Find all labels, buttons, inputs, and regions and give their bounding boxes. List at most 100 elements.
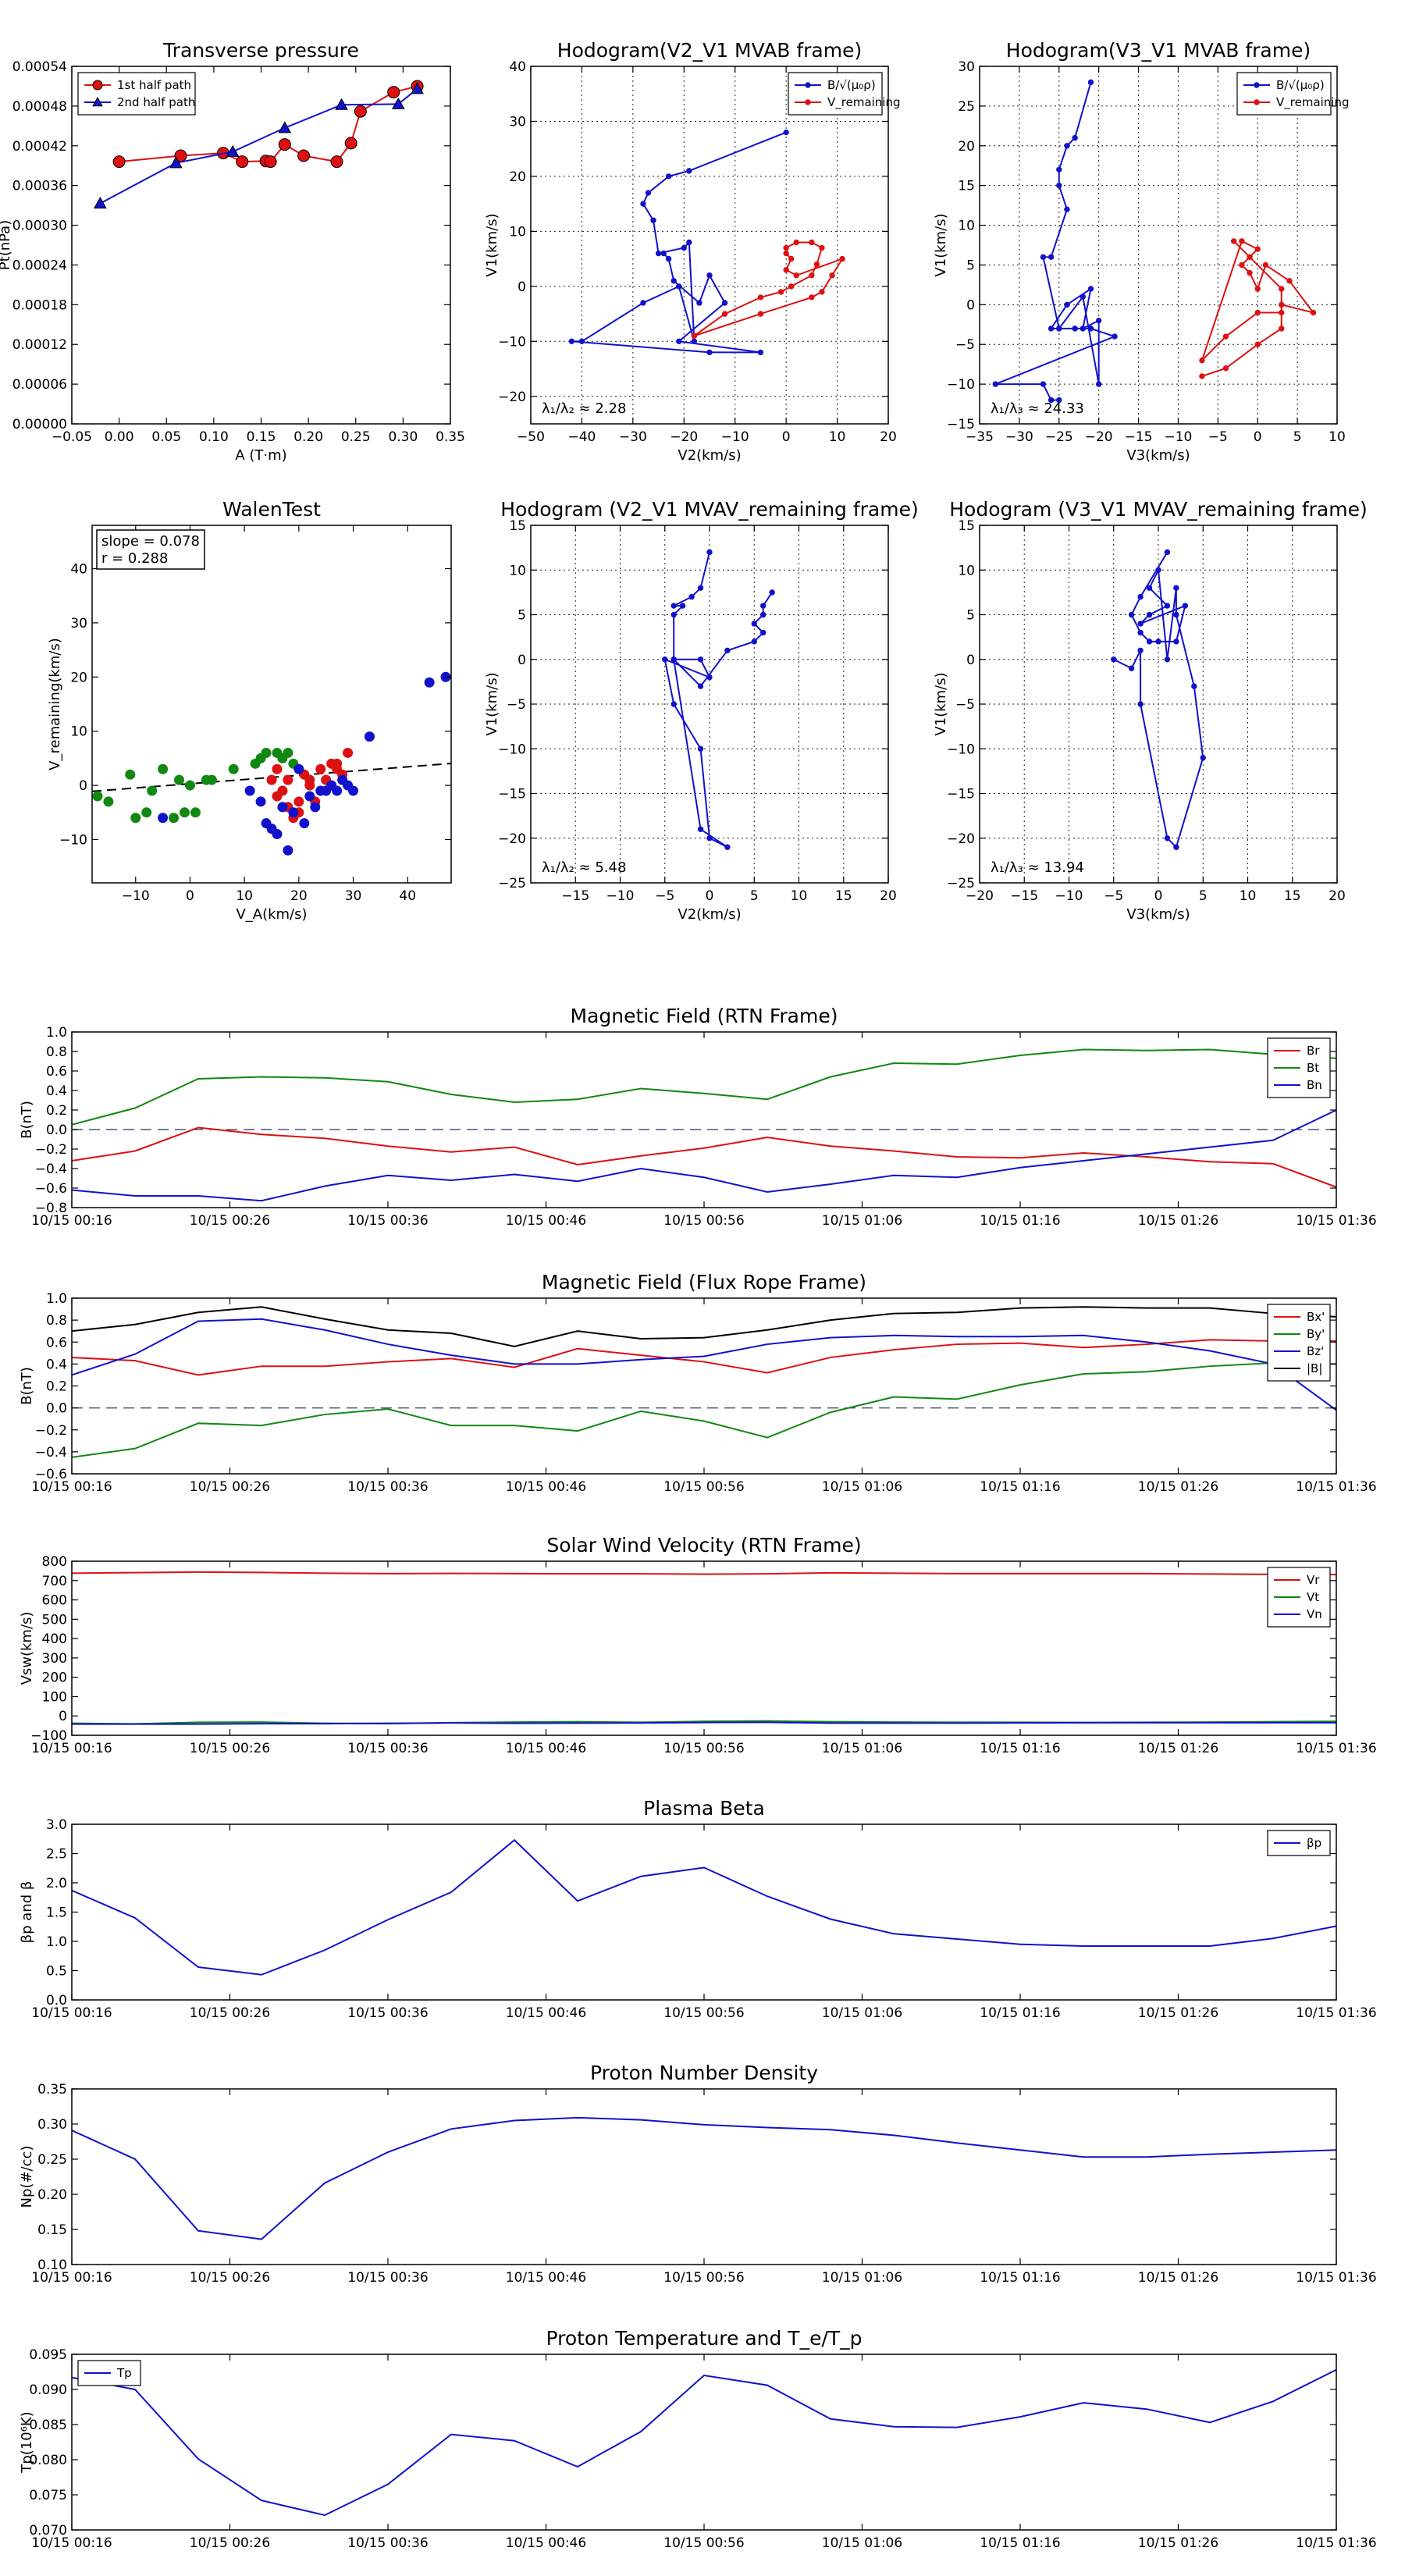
data-point [424, 677, 435, 688]
data-point [1310, 309, 1317, 316]
legend-label: 2nd half path [117, 95, 195, 109]
data-point [411, 82, 424, 94]
x-tick-label: 10/15 01:16 [980, 1479, 1060, 1495]
x-tick-label: −5 [1208, 429, 1228, 445]
data-point [1173, 585, 1179, 591]
x-tick-label: 10/15 00:36 [347, 1213, 428, 1229]
y-tick-label: 15 [509, 518, 526, 534]
data-point [1254, 341, 1261, 347]
y-tick-label: 15 [958, 179, 975, 194]
y-tick-label: 0 [518, 653, 526, 668]
data-point [691, 338, 698, 345]
y-tick-label: 0.085 [29, 2418, 67, 2433]
data-point [264, 155, 277, 169]
y-tick-label: −10 [947, 742, 975, 757]
y-tick-label: −20 [498, 390, 526, 405]
data-point [1128, 665, 1135, 671]
data-point [387, 86, 400, 99]
y-tick-label: −25 [947, 876, 975, 891]
data-point [244, 785, 255, 796]
data-point [706, 349, 713, 356]
data-point [1056, 166, 1062, 173]
x-tick-label: 15 [835, 888, 852, 904]
series-line-0 [571, 131, 787, 354]
x-tick-label: −10 [606, 888, 635, 904]
series-line-0 [72, 2368, 1336, 2517]
x-tick-label: −15 [1010, 888, 1038, 904]
x-tick-label: 10/15 01:16 [980, 2270, 1060, 2286]
x-tick-label: 10/15 00:16 [31, 2005, 112, 2021]
data-point [1279, 286, 1285, 292]
eigen-ratio-label: λ₁/λ₃ ≈ 13.94 [991, 859, 1084, 876]
data-point [283, 774, 293, 785]
data-point [1056, 326, 1062, 332]
y-axis-label: V1(km/s) [933, 213, 949, 276]
y-tick-label: 0 [966, 297, 975, 313]
series-line-1 [72, 1048, 1336, 1126]
series-line-2 [72, 1721, 1336, 1725]
y-tick-label: 30 [509, 114, 526, 130]
data-point [655, 250, 662, 257]
chart-title: Transverse pressure [162, 39, 359, 62]
data-point [809, 294, 815, 301]
data-point [158, 763, 169, 774]
data-point [179, 807, 190, 818]
plot-frame [71, 1560, 1337, 1736]
stats-line: r = 0.288 [101, 550, 168, 567]
data-point [174, 774, 185, 785]
data-point [1064, 301, 1070, 308]
data-point [721, 300, 728, 306]
x-tick-label: 10 [829, 429, 846, 445]
plot-area [992, 79, 1317, 404]
data-point [391, 97, 405, 109]
x-tick-label: 0.20 [293, 429, 323, 445]
legend-label: Vr [1307, 1573, 1320, 1587]
x-tick-label: −30 [1005, 429, 1033, 445]
y-tick-label: 200 [42, 1670, 67, 1686]
chart-title: Hodogram (V3_V1 MVAV_remaining frame) [949, 498, 1368, 521]
x-tick-label: −30 [619, 429, 647, 445]
data-point [1087, 326, 1094, 332]
y-tick-label: −0.8 [35, 1201, 67, 1216]
y-tick-label: 0.35 [37, 2082, 67, 2097]
data-point [1080, 294, 1087, 300]
x-tick-label: 10/15 01:36 [1296, 2535, 1376, 2551]
plot-frame [530, 66, 889, 425]
x-tick-label: 10/15 01:06 [822, 1741, 902, 1756]
y-tick-label: −25 [498, 876, 526, 891]
x-tick-label: 10/15 00:36 [347, 2535, 428, 2551]
data-point [760, 611, 767, 618]
y-axis-label: V1(km/s) [933, 672, 949, 735]
y-tick-label: 0 [966, 653, 975, 668]
x-tick-label: −15 [1125, 429, 1153, 445]
y-tick-label: 30 [70, 616, 87, 632]
x-tick-label: 0.15 [247, 429, 276, 445]
x-tick-label: 10/15 01:36 [1296, 2270, 1376, 2286]
data-point [344, 137, 357, 150]
data-point [1239, 262, 1245, 269]
y-axis-label: B(nT) [19, 1367, 35, 1405]
y-tick-label: 1.0 [46, 1025, 67, 1041]
y-tick-label: −20 [498, 831, 526, 847]
legend-marker [805, 99, 811, 105]
y-tick-label: 0.4 [46, 1357, 67, 1372]
data-point [777, 289, 784, 295]
data-point [640, 201, 646, 207]
series-line-2 [72, 1109, 1336, 1202]
y-tick-label: 10 [509, 563, 526, 578]
data-point [681, 244, 687, 251]
x-tick-label: 10/15 01:26 [1138, 2270, 1218, 2286]
series-line-0 [72, 1838, 1336, 1976]
legend-label: B/√(μ₀ρ) [1276, 78, 1325, 92]
plot-area [72, 1048, 1336, 1202]
legend-label: Tp [116, 2366, 132, 2380]
data-point [1222, 333, 1229, 340]
chart-walen: WalenTest −10 0 10 20 30 40 −10 0 10 20 30 40 V_A(km/… [47, 498, 452, 923]
y-tick-label: 5 [518, 608, 526, 624]
data-point [751, 639, 757, 645]
x-tick-label: 10/15 00:46 [506, 2535, 586, 2551]
data-point [1137, 701, 1144, 707]
data-point [706, 549, 713, 556]
legend-marker [805, 82, 811, 88]
plot-area [72, 1306, 1336, 1458]
